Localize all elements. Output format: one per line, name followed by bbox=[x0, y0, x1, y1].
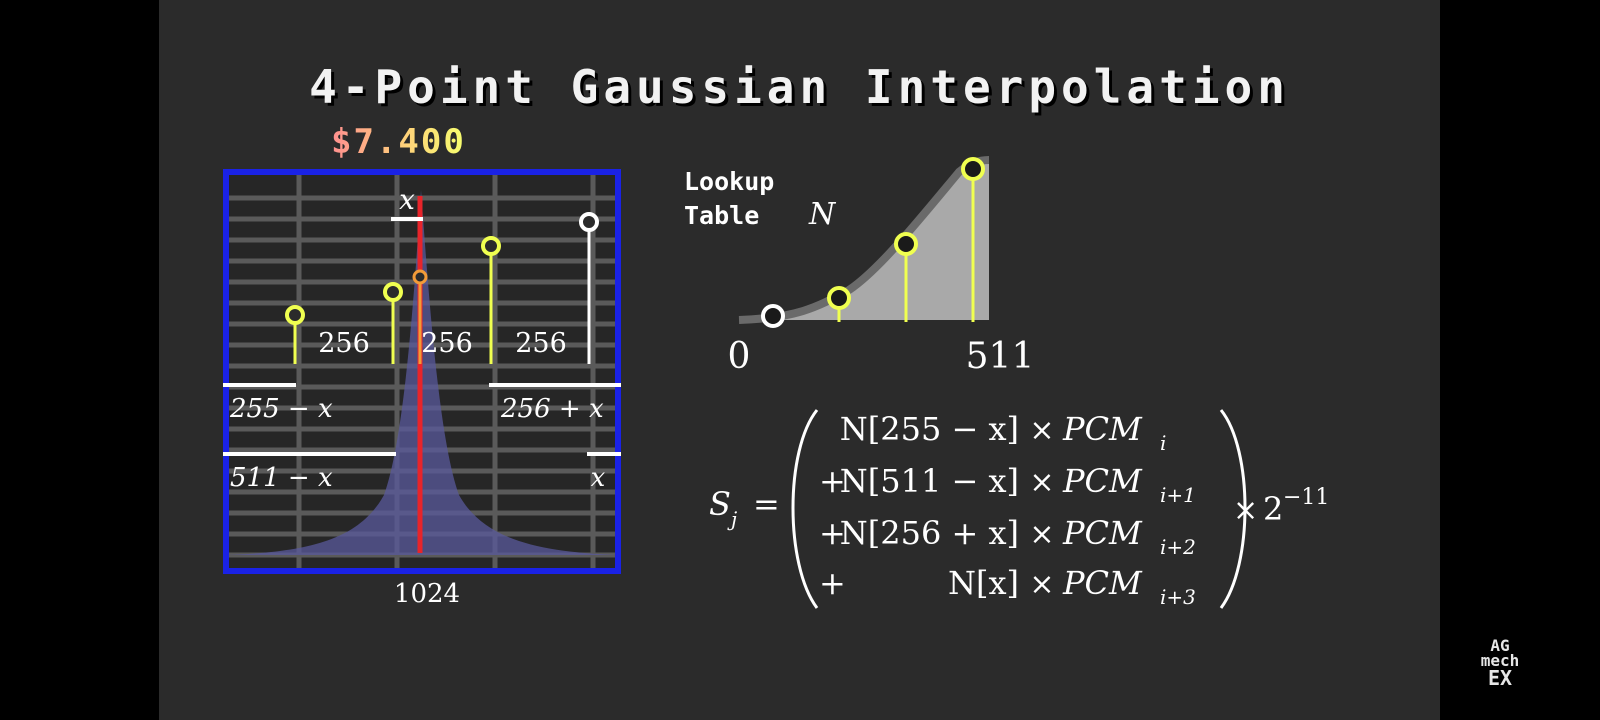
lookup-label-line2: Table bbox=[684, 201, 759, 230]
right-paren bbox=[1219, 409, 1247, 609]
x-marker-label: x bbox=[399, 183, 415, 216]
sample-point-0 bbox=[285, 305, 305, 325]
scale-times: × bbox=[1233, 493, 1258, 528]
formula-row-2: + N[256 + x] × PCM i+2 bbox=[819, 514, 1196, 559]
gap-label-2: 256 bbox=[515, 328, 567, 359]
formula-row-1: + N[511 − x] × PCM i+1 bbox=[819, 462, 1196, 507]
channel-logo: AG mech EX bbox=[1465, 636, 1535, 690]
sample-stems bbox=[285, 212, 599, 364]
lookup-point-1 bbox=[827, 286, 851, 310]
formula-row-3: + N[x] × PCM i+3 bbox=[819, 564, 1196, 609]
slide-title: 4-Point Gaussian Interpolation bbox=[309, 60, 1290, 114]
offset-label-511-minus-x: 511 − x bbox=[230, 463, 333, 493]
row3-prefix: + bbox=[819, 564, 846, 602]
row3-base: PCM bbox=[1062, 564, 1143, 602]
sample-point-2 bbox=[481, 236, 501, 256]
logo-line1: AG bbox=[1490, 636, 1510, 655]
lookup-curve-fill bbox=[739, 160, 989, 320]
scale-base: 2 bbox=[1263, 490, 1283, 528]
sample-point-1 bbox=[383, 282, 403, 302]
left-paren bbox=[791, 409, 819, 609]
lookup-table-diagram: Lookup Table N 0 511 bbox=[684, 156, 1035, 377]
lookup-axis-max: 511 bbox=[966, 336, 1035, 377]
row1-table: N[511 − x] bbox=[840, 462, 1019, 500]
row2-prefix: + bbox=[819, 514, 846, 552]
row0-base: PCM bbox=[1062, 410, 1143, 448]
logo-line3: EX bbox=[1487, 666, 1513, 690]
row0-table: N[255 − x] bbox=[840, 410, 1019, 448]
row1-sub: i+1 bbox=[1160, 483, 1196, 507]
offset-label-256-plus-x: 256 + x bbox=[500, 394, 604, 424]
formula-row-0: N[255 − x] × PCM i bbox=[840, 410, 1167, 455]
lookup-axis-min: 0 bbox=[728, 336, 751, 377]
formula-lhs-sub: j bbox=[727, 507, 737, 531]
row3-table: N[x] bbox=[948, 564, 1019, 602]
row2-table: N[256 + x] bbox=[840, 514, 1019, 552]
offset-label-255-minus-x: 255 − x bbox=[229, 394, 333, 424]
width-label: 1024 bbox=[394, 579, 460, 609]
interpolated-point bbox=[412, 269, 428, 285]
formula-equals: = bbox=[753, 485, 780, 523]
gap-label-1: 256 bbox=[421, 328, 473, 359]
row1-prefix: + bbox=[819, 462, 846, 500]
row0-op: × bbox=[1029, 413, 1054, 448]
panel-border bbox=[223, 169, 621, 574]
formula-lhs: S bbox=[709, 485, 731, 523]
price-readout: $7.400 bbox=[331, 122, 466, 162]
lookup-label-var: N bbox=[808, 197, 837, 232]
row1-op: × bbox=[1029, 465, 1054, 500]
video-frame: 4-Point Gaussian Interpolation $7.400 bbox=[159, 0, 1519, 720]
sample-point-3 bbox=[579, 212, 599, 232]
row2-op: × bbox=[1029, 517, 1054, 552]
lookup-point-2 bbox=[894, 232, 918, 256]
gap-label-0: 256 bbox=[318, 328, 370, 359]
lookup-label-line1: Lookup bbox=[684, 167, 774, 196]
diagram-canvas: x 256 256 256 bbox=[223, 156, 1329, 609]
offset-label-x: x bbox=[591, 463, 606, 493]
row0-sub: i bbox=[1160, 431, 1166, 455]
interpolation-panel: x 256 256 256 bbox=[223, 169, 621, 609]
lookup-point-3 bbox=[961, 157, 985, 181]
row2-base: PCM bbox=[1062, 514, 1143, 552]
formula: S j = N[255 − x] × PCM i + N[511 − x] × … bbox=[709, 409, 1329, 609]
row3-sub: i+3 bbox=[1160, 585, 1196, 609]
row2-sub: i+2 bbox=[1160, 535, 1196, 559]
logo-line2: mech bbox=[1480, 651, 1520, 670]
row1-base: PCM bbox=[1062, 462, 1143, 500]
scale-exponent: −11 bbox=[1283, 485, 1329, 510]
lookup-point-0 bbox=[761, 304, 785, 328]
row3-op: × bbox=[1029, 567, 1054, 602]
